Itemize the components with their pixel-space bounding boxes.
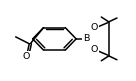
Text: O: O bbox=[91, 23, 98, 32]
Text: O: O bbox=[23, 52, 30, 61]
Text: O: O bbox=[91, 45, 98, 54]
Text: B: B bbox=[83, 34, 89, 43]
